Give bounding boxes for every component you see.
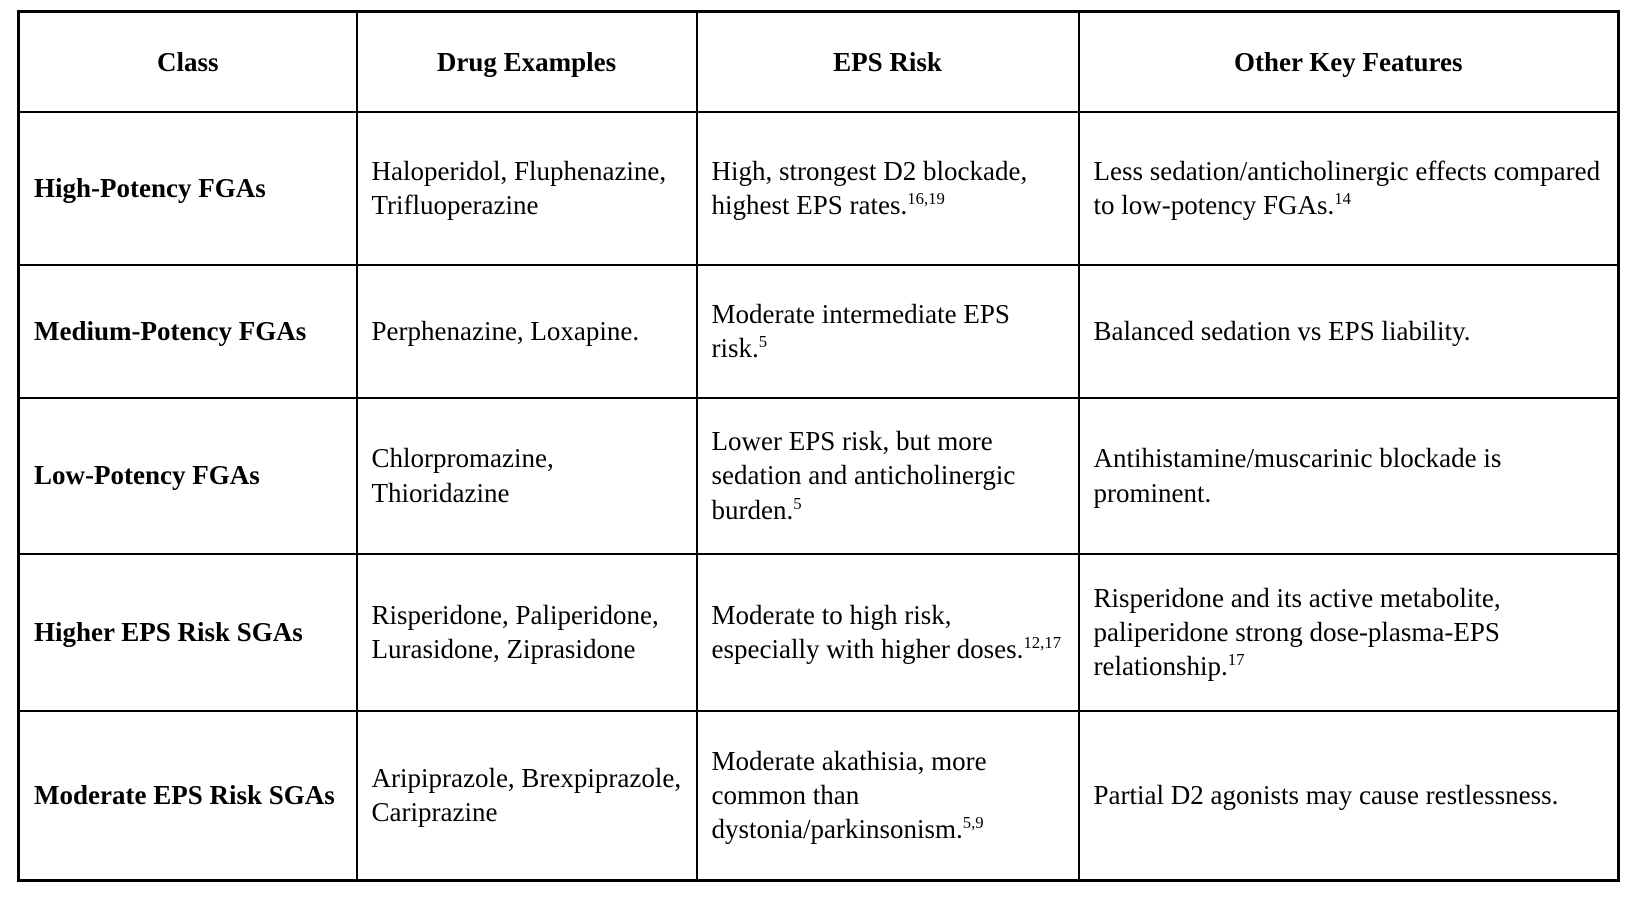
drugs-text: Haloperidol, Fluphenazine, Trifluoperazi…: [371, 155, 667, 220]
column-header-other-key-features: Other Key Features: [1077, 10, 1620, 113]
cell-class: Low-Potency FGAs: [17, 396, 358, 555]
citation-ref: 12,17: [1023, 633, 1062, 652]
class-text: Higher EPS Risk SGAs: [34, 616, 303, 647]
table-row: Medium-Potency FGAs Perphenazine, Loxapi…: [17, 263, 1620, 399]
cell-other-key-features: Balanced sedation vs EPS liability.: [1077, 263, 1620, 399]
cell-other-key-features: Partial D2 agonists may cause restlessne…: [1077, 709, 1620, 882]
table-row: High-Potency FGAs Haloperidol, Fluphenaz…: [17, 110, 1620, 266]
class-text: High-Potency FGAs: [34, 172, 266, 203]
eps-text: High, strongest D2 blockade, highest EPS…: [711, 155, 1028, 220]
table-row: Moderate EPS Risk SGAs Aripiprazole, Bre…: [17, 709, 1620, 882]
cell-drug-examples: Risperidone, Paliperidone, Lurasidone, Z…: [355, 552, 698, 712]
citation-ref: 5: [793, 493, 802, 513]
citation-ref: 16,19: [907, 189, 945, 208]
features-text: Less sedation/anticholinergic effects co…: [1093, 155, 1601, 220]
cell-class: Medium-Potency FGAs: [17, 263, 358, 399]
table-row: Higher EPS Risk SGAs Risperidone, Palipe…: [17, 552, 1620, 712]
column-header-drug-examples: Drug Examples: [355, 10, 698, 113]
class-text: Medium-Potency FGAs: [34, 315, 307, 346]
drugs-text: Risperidone, Paliperidone, Lurasidone, Z…: [371, 599, 659, 664]
citation-ref: 5: [758, 332, 768, 351]
features-text: Antihistamine/muscarinic blockade is pro…: [1093, 443, 1502, 508]
drugs-text: Chlorpromazine, Thioridazine: [371, 443, 554, 508]
features-text: Risperidone and its active metabolite, p…: [1093, 582, 1501, 681]
eps-text: Lower EPS risk, but more sedation and an…: [711, 426, 1016, 525]
cell-class: High-Potency FGAs: [17, 110, 358, 266]
class-text: Low-Potency FGAs: [34, 460, 260, 491]
header-row: Class Drug Examples EPS Risk Other Key F…: [17, 10, 1620, 113]
cell-other-key-features: Risperidone and its active metabolite, p…: [1077, 552, 1620, 712]
cell-drug-examples: Haloperidol, Fluphenazine, Trifluoperazi…: [355, 110, 698, 266]
cell-drug-examples: Chlorpromazine, Thioridazine: [355, 396, 698, 555]
drug-class-eps-table: Class Drug Examples EPS Risk Other Key F…: [17, 10, 1620, 882]
column-header-eps-risk: EPS Risk: [695, 10, 1080, 113]
table-row: Low-Potency FGAs Chlorpromazine, Thiorid…: [17, 396, 1620, 555]
cell-drug-examples: Aripiprazole, Brexpiprazole, Cariprazine: [355, 709, 698, 882]
column-header-class: Class: [17, 10, 358, 113]
features-text: Partial D2 agonists may cause restlessne…: [1093, 780, 1559, 811]
cell-class: Higher EPS Risk SGAs: [17, 552, 358, 712]
class-text: Moderate EPS Risk SGAs: [34, 780, 335, 811]
cell-eps-risk: Moderate akathisia, more common than dys…: [695, 709, 1080, 882]
drugs-text: Aripiprazole, Brexpiprazole, Cariprazine: [371, 763, 682, 828]
citation-ref: 17: [1227, 650, 1245, 669]
cell-eps-risk: Moderate to high risk, especially with h…: [695, 552, 1080, 712]
features-text: Balanced sedation vs EPS liability.: [1093, 315, 1471, 346]
cell-other-key-features: Antihistamine/muscarinic blockade is pro…: [1077, 396, 1620, 555]
cell-other-key-features: Less sedation/anticholinergic effects co…: [1077, 110, 1620, 266]
cell-eps-risk: Lower EPS risk, but more sedation and an…: [695, 396, 1080, 555]
drugs-text: Perphenazine, Loxapine.: [371, 315, 640, 346]
eps-text: Moderate intermediate EPS risk.: [711, 298, 1010, 363]
cell-eps-risk: High, strongest D2 blockade, highest EPS…: [695, 110, 1080, 266]
citation-ref: 5,9: [962, 813, 984, 833]
citation-ref: 14: [1334, 189, 1351, 208]
cell-eps-risk: Moderate intermediate EPS risk.5: [695, 263, 1080, 399]
cell-class: Moderate EPS Risk SGAs: [17, 709, 358, 882]
cell-drug-examples: Perphenazine, Loxapine.: [355, 263, 698, 399]
eps-text: Moderate to high risk, especially with h…: [711, 599, 1024, 664]
eps-text: Moderate akathisia, more common than dys…: [711, 746, 987, 845]
